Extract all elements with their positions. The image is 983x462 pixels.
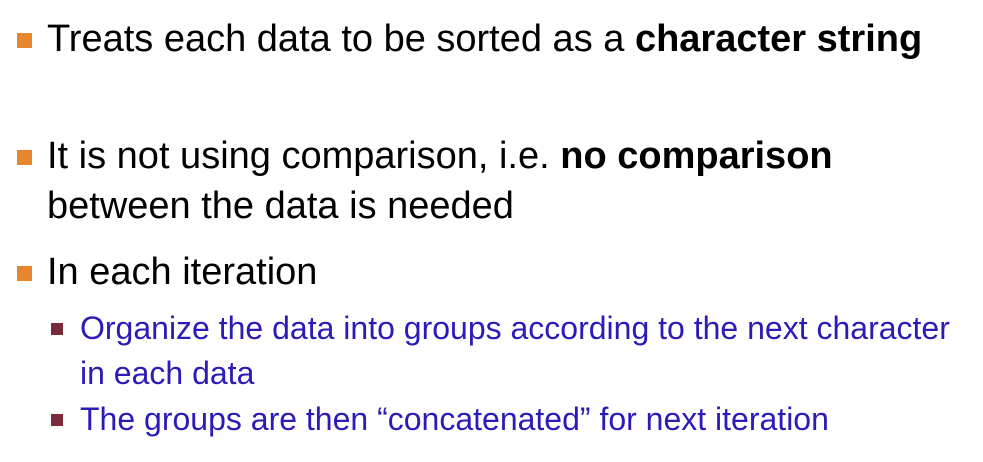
bullet-text-bold: character string [634, 18, 923, 60]
sub-bullet-marker [51, 323, 63, 335]
bullet-marker [17, 266, 32, 281]
sub-bullet-marker [51, 414, 63, 426]
bullet-text-plain: Treats each data to be sorted as a [47, 18, 635, 60]
sub-bullet-text: Organize the data into groups according … [80, 310, 950, 391]
bullet-text: It is not using comparison, i.e. no comp… [47, 131, 957, 231]
bullet-text: Treats each data to be sorted as a chara… [47, 14, 957, 64]
bullet-marker [17, 150, 32, 165]
bullet-text-plain-after: between the data is needed [47, 185, 514, 227]
bullet-marker [17, 33, 32, 48]
bullet-text-bold: no comparison [560, 135, 833, 177]
bullet-text: In each iteration [47, 247, 957, 297]
sub-bullet-text: The groups are then “concatenated” for n… [80, 401, 829, 437]
bullet-text-plain: In each iteration [47, 251, 318, 293]
bullet-text-plain: It is not using comparison, i.e. [47, 135, 561, 177]
